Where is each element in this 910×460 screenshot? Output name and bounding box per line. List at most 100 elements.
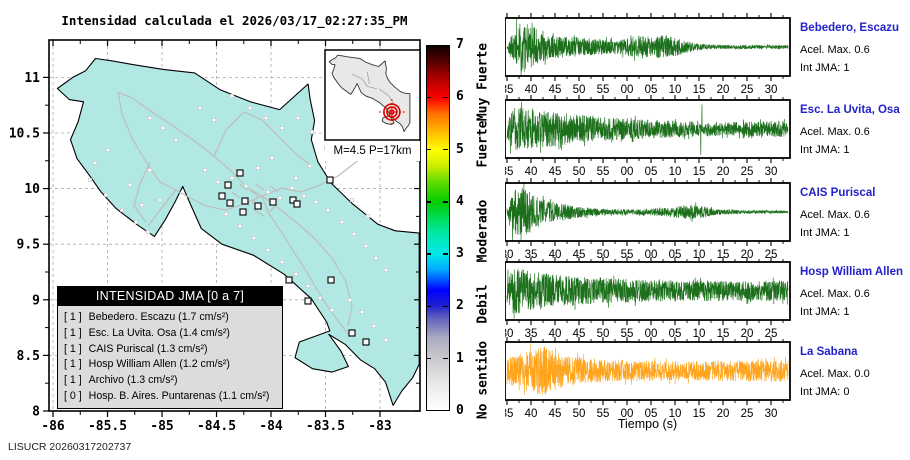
time-tick-label: 00	[621, 166, 634, 178]
seismogram-frame	[504, 182, 791, 242]
time-tick-label: 25	[741, 408, 754, 420]
intensity-station-square	[269, 198, 277, 206]
seismogram-frame	[504, 17, 791, 77]
time-tick-label: 15	[693, 408, 706, 420]
time-tick-label: 15	[693, 84, 706, 96]
time-tick-label: 25	[741, 166, 754, 178]
station-dot	[310, 129, 315, 134]
int-jma-label: Int JMA: 0	[800, 386, 850, 398]
colorbar-tick	[443, 305, 448, 308]
station-dot	[352, 231, 357, 236]
station-name: Bebedero, Escazu	[800, 22, 900, 34]
intensity-station-square	[304, 297, 312, 305]
seismogram-panel: 303540455055000510152025	[501, 254, 797, 351]
station-info: Hosp William Allen Acel. Max. 0.6 Int JMA:…	[800, 266, 910, 318]
station-dot	[348, 298, 353, 303]
station-info: CAIS Puriscal Acel. Max. 0.6 Int JMA: 1	[800, 187, 910, 239]
time-tick-label: 55	[597, 84, 610, 96]
intensity-station-square	[362, 338, 370, 346]
time-tick-label: 35	[525, 249, 538, 261]
station-dot	[330, 308, 335, 313]
station-dot	[147, 167, 152, 172]
colorbar-tick	[426, 96, 431, 99]
road-line	[147, 189, 177, 227]
station-dot	[215, 179, 220, 184]
station-dot	[364, 243, 369, 248]
map-frame	[48, 39, 421, 412]
road-line	[133, 161, 151, 223]
intensity-station-square	[239, 208, 247, 216]
y-axis-tick-label: 9	[32, 293, 40, 308]
station-dot	[127, 182, 132, 187]
time-tick-label: 40	[525, 84, 538, 96]
time-tick-label: 55	[621, 328, 634, 340]
seismogram-panel: 354045505500051015202530	[501, 92, 797, 189]
time-tick-label: 30	[765, 408, 778, 420]
time-tick-label: 50	[597, 249, 610, 261]
station-dot	[290, 185, 295, 190]
time-tick-label: 05	[645, 166, 658, 178]
station-dot	[270, 155, 275, 160]
station-dot	[229, 175, 234, 180]
road-line	[231, 191, 241, 199]
time-tick-label: 50	[573, 408, 586, 420]
time-tick-label: 20	[717, 166, 730, 178]
int-jma-label: Int JMA: 1	[800, 306, 850, 318]
station-dot	[157, 197, 162, 202]
intensity-station-square	[254, 202, 262, 210]
station-dot	[256, 165, 261, 170]
intensity-station-square	[348, 329, 356, 337]
time-tick-label: 05	[669, 249, 682, 261]
colorbar-category-label: Moderado	[475, 199, 491, 262]
intensity-station-square	[293, 200, 301, 208]
seismogram-frame	[504, 99, 791, 159]
epicenter-marker	[383, 103, 401, 121]
colorbar-tick	[443, 96, 448, 99]
seismogram-plot: 354045505500051015202530	[501, 13, 791, 96]
station-dot	[237, 223, 242, 228]
colorbar-tick	[443, 357, 448, 360]
station-dot	[294, 175, 299, 180]
time-tick-label: 05	[645, 84, 658, 96]
road-line	[249, 189, 259, 205]
colorbar-category-label: Fuerte	[475, 120, 491, 168]
time-tick-label: 45	[549, 166, 562, 178]
station-dot	[264, 115, 269, 120]
footer-timestamp: LISUCR 20260317202737	[8, 441, 132, 453]
time-tick-label: 05	[669, 328, 682, 340]
station-dot	[92, 160, 97, 165]
colorbar-tick	[426, 305, 431, 308]
station-dot	[173, 137, 178, 142]
time-tick-label: 40	[525, 166, 538, 178]
inset-province-border	[366, 71, 370, 84]
station-dot	[223, 211, 228, 216]
intensity-station-square	[236, 169, 244, 177]
station-dot	[266, 247, 271, 252]
station-dot	[160, 125, 165, 130]
x-axis-tick-label: -85.5	[88, 419, 127, 434]
acel-max-label: Acel. Max. 0.6	[800, 209, 870, 221]
colorbar-tick-label: 7	[456, 37, 464, 52]
intensity-station-square	[289, 196, 297, 204]
time-tick-label: 25	[741, 84, 754, 96]
x-axis-tick-label: -85	[150, 419, 173, 434]
legend-row: [ 1 ] CAIS Puriscal (1.3 cm/s²)	[64, 342, 276, 358]
station-dot	[308, 163, 313, 168]
station-dot	[87, 177, 92, 182]
legend-body: [ 1 ] Bebedero. Escazu (1.7 cm/s²) [ 1 ] Es…	[58, 306, 282, 408]
y-axis-tick-label: 8.5	[17, 349, 40, 364]
inset-province-border	[352, 73, 377, 90]
y-axis-tick-label: 11	[24, 71, 40, 86]
colorbar-category-label: Debil	[475, 284, 491, 324]
time-tick-label: 15	[717, 249, 730, 261]
legend-station-label: Esc. La Uvita. Osa (1.4 cm/s²)	[88, 326, 230, 339]
time-tick-label: 50	[597, 328, 610, 340]
station-dot	[350, 197, 355, 202]
station-dot	[119, 207, 124, 212]
station-name: Esc. La Uvita, Osa	[800, 104, 900, 116]
land-costa-rica	[56, 57, 420, 406]
colorbar-category-label: Muy Fuerte	[475, 42, 491, 121]
x-axis-tick-label: -84.5	[197, 419, 236, 434]
legend-intensity-value: [ 1 ]	[64, 326, 82, 339]
legend-station-label: CAIS Puriscal (1.3 cm/s²)	[88, 342, 208, 355]
